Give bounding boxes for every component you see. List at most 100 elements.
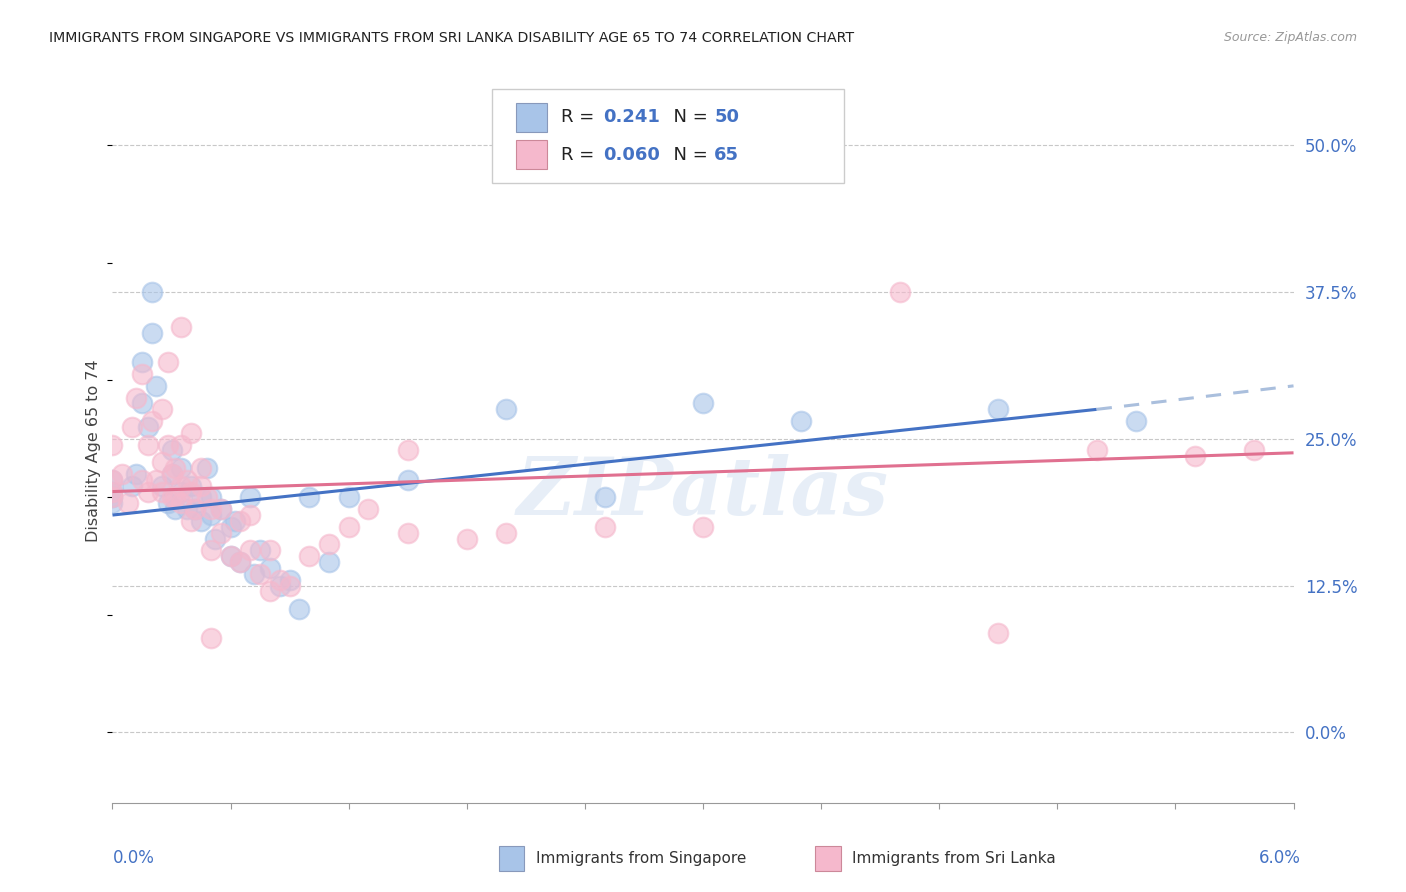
Point [141, 285, 163, 299]
Point [889, 285, 911, 299]
Text: 65: 65 [714, 145, 740, 163]
Point [987, 625, 1010, 640]
Point [136, 484, 159, 499]
Point [190, 461, 212, 475]
Point [692, 520, 714, 534]
Point [318, 555, 340, 569]
Point [150, 484, 173, 499]
Point [209, 525, 232, 540]
Text: Source: ZipAtlas.com: Source: ZipAtlas.com [1223, 31, 1357, 45]
Point [195, 461, 218, 475]
Point [243, 566, 266, 581]
Point [456, 532, 478, 546]
Point [136, 437, 159, 451]
Point [141, 414, 163, 428]
Point [190, 478, 212, 492]
Point [1085, 443, 1108, 458]
Text: R =: R = [561, 145, 600, 163]
Point [170, 478, 193, 492]
Point [141, 326, 163, 340]
Point [160, 491, 183, 505]
Point [145, 379, 167, 393]
Point [259, 543, 281, 558]
Point [180, 425, 202, 440]
Point [204, 532, 226, 546]
Point [239, 543, 262, 558]
Point [170, 496, 193, 510]
Point [259, 584, 281, 599]
Point [288, 602, 311, 616]
Point [298, 549, 321, 564]
Point [269, 573, 291, 587]
Point [101, 437, 124, 451]
Point [219, 549, 242, 564]
Point [224, 514, 246, 528]
Point [259, 561, 281, 575]
Point [209, 502, 232, 516]
Point [269, 578, 291, 592]
Point [692, 396, 714, 410]
Text: 0.060: 0.060 [603, 145, 659, 163]
Point [125, 391, 148, 405]
Point [156, 496, 179, 510]
Point [249, 566, 271, 581]
Point [111, 467, 134, 481]
Point [121, 478, 143, 492]
Point [180, 484, 202, 499]
Text: R =: R = [561, 109, 600, 127]
Point [101, 491, 124, 505]
Point [190, 491, 212, 505]
Point [170, 461, 193, 475]
Point [298, 491, 321, 505]
Point [101, 484, 124, 499]
Point [150, 402, 173, 417]
Point [396, 473, 419, 487]
Point [160, 443, 183, 458]
Point [229, 555, 252, 569]
Point [101, 496, 124, 510]
Point [318, 537, 340, 551]
Point [184, 502, 207, 516]
Point [184, 502, 207, 516]
Point [790, 414, 813, 428]
Point [117, 496, 139, 510]
Text: 0.0%: 0.0% [112, 849, 155, 867]
Point [337, 520, 360, 534]
Point [200, 508, 222, 522]
Point [987, 402, 1010, 417]
Point [165, 461, 187, 475]
Point [593, 520, 616, 534]
Point [200, 632, 222, 646]
Point [1184, 450, 1206, 464]
Text: N =: N = [662, 109, 714, 127]
Point [121, 420, 143, 434]
Point [150, 478, 173, 492]
Point [278, 578, 301, 592]
Text: Immigrants from Sri Lanka: Immigrants from Sri Lanka [852, 851, 1056, 865]
Point [209, 502, 232, 516]
Point [101, 484, 124, 499]
Point [170, 320, 193, 334]
Point [131, 367, 153, 381]
Point [229, 514, 252, 528]
Point [101, 473, 124, 487]
Point [219, 549, 242, 564]
Point [131, 355, 153, 369]
Text: ZIPatlas: ZIPatlas [517, 454, 889, 532]
Point [180, 514, 202, 528]
Point [160, 467, 183, 481]
Point [150, 455, 173, 469]
Point [239, 508, 262, 522]
Point [160, 467, 183, 481]
Point [190, 514, 212, 528]
Point [131, 396, 153, 410]
Point [101, 473, 124, 487]
Point [593, 491, 616, 505]
Text: 0.241: 0.241 [603, 109, 659, 127]
Point [239, 491, 262, 505]
Point [396, 443, 419, 458]
Point [200, 502, 222, 516]
Text: IMMIGRANTS FROM SINGAPORE VS IMMIGRANTS FROM SRI LANKA DISABILITY AGE 65 TO 74 C: IMMIGRANTS FROM SINGAPORE VS IMMIGRANTS … [49, 31, 855, 45]
Point [145, 473, 167, 487]
Text: 50: 50 [714, 109, 740, 127]
